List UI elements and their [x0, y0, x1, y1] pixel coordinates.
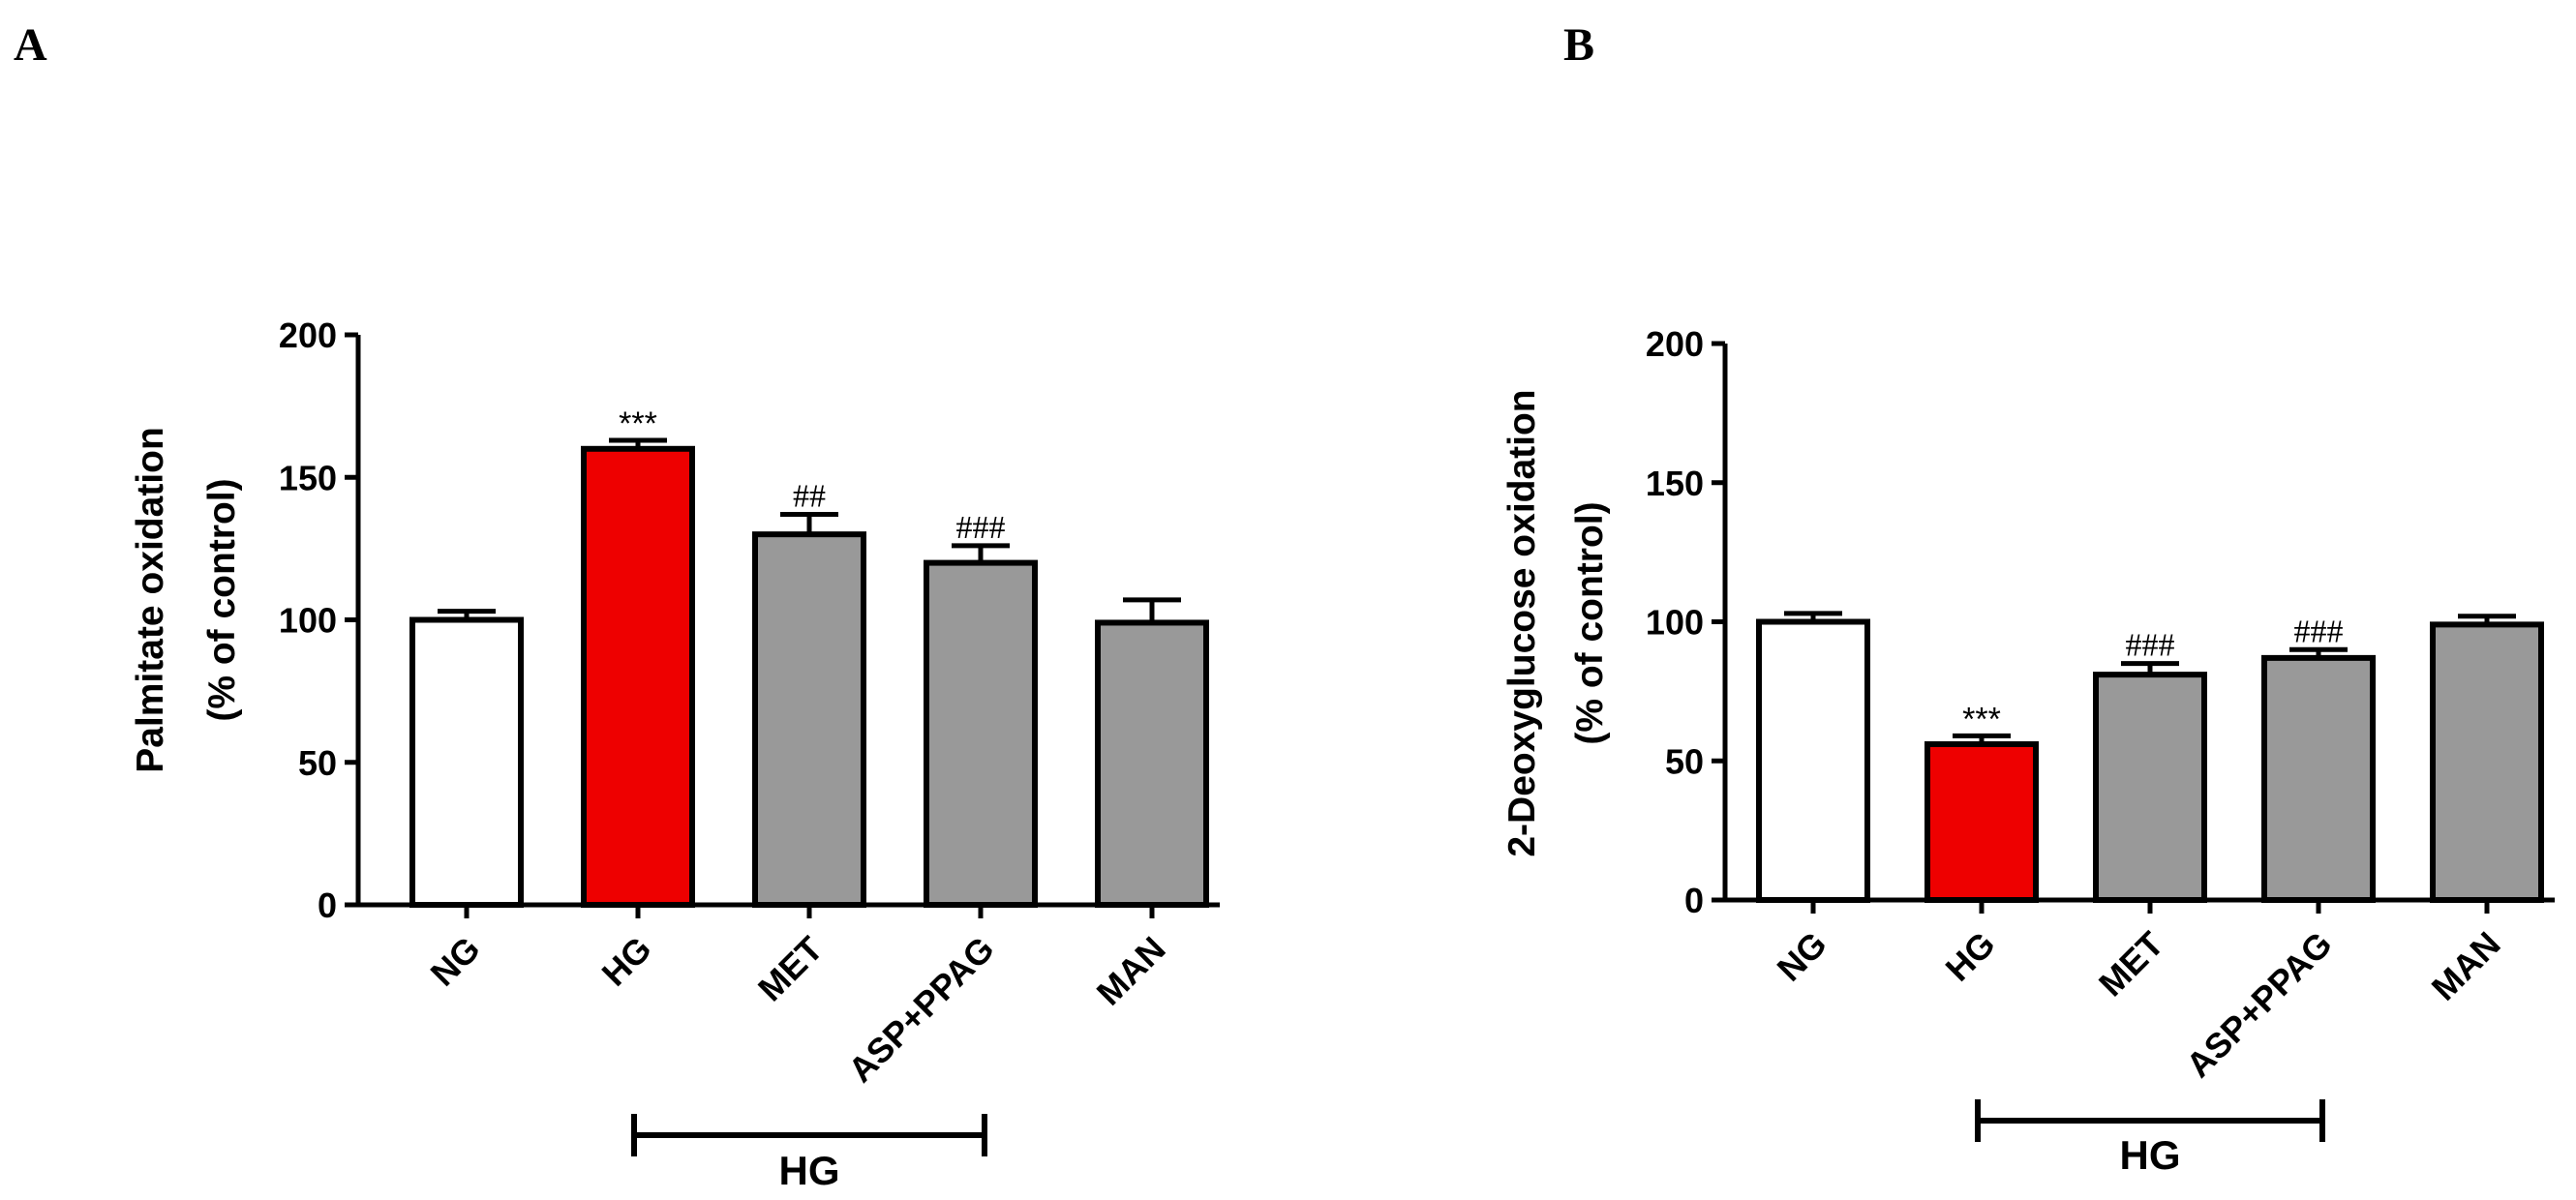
y-axis-title-units: (% of control) [201, 478, 243, 721]
y-tick-label: 150 [1646, 464, 1704, 503]
bar-met [752, 531, 866, 909]
bar-ng [1756, 618, 1870, 903]
bar-hg [1924, 741, 2039, 903]
significance-label-hg: *** [619, 405, 657, 442]
panel-letter: A [14, 19, 47, 71]
panel-letter: B [1563, 19, 1594, 71]
chart-panel-a: A 0 50 100 150 200 Palmitate oxidation (% of co… [14, 19, 1220, 1193]
x-category-label-asp-ppag: ASP+PPAG [840, 929, 1001, 1090]
y-tick-label: 100 [279, 601, 337, 641]
y-axis-title-units: (% of control) [1569, 501, 1611, 744]
x-category-label-asp-ppag: ASP+PPAG [2178, 924, 2339, 1085]
group-bracket-label: HG [2120, 1132, 2181, 1178]
y-tick-label: 100 [1646, 603, 1704, 643]
significance-label-asp-ppag: ### [2294, 614, 2344, 649]
x-category-label-ng: NG [422, 929, 487, 994]
y-tick-label: 50 [1665, 741, 1704, 781]
y-tick-label: 0 [318, 885, 337, 925]
x-category-label-met: MET [750, 929, 831, 1009]
bar-asp-ppag [924, 559, 1038, 908]
bar-met [2093, 672, 2207, 903]
x-category-label-hg: HG [593, 929, 658, 994]
y-tick-label: 200 [1646, 324, 1704, 364]
y-tick-label: 200 [279, 315, 337, 355]
y-tick-label: 150 [279, 458, 337, 497]
x-category-label-ng: NG [1769, 924, 1834, 989]
bar-asp-ppag [2261, 654, 2376, 903]
significance-label-met: ### [2126, 628, 2175, 664]
y-axis-title: Palmitate oxidation [130, 427, 171, 773]
bar-man [1095, 619, 1209, 908]
bar-man [2430, 621, 2544, 903]
y-axis-title: 2-Deoxyglucose oxidation [1501, 389, 1543, 856]
significance-label-asp-ppag: ### [956, 510, 1006, 546]
bar-hg [581, 445, 695, 908]
significance-label-hg: *** [1962, 701, 2001, 737]
x-category-label-man: MAN [2424, 924, 2508, 1008]
x-category-label-man: MAN [1089, 929, 1173, 1013]
y-tick-label: 0 [1684, 881, 1704, 920]
significance-label-met: ## [793, 479, 826, 515]
x-category-label-met: MET [2091, 924, 2171, 1005]
chart-panel-b: B 0 50 100 150 200 2-Deoxyglucose oxidation (% … [1501, 19, 2555, 1178]
group-bracket-label: HG [779, 1148, 840, 1193]
x-category-label-hg: HG [1937, 924, 2002, 989]
bar-ng [409, 616, 524, 908]
y-tick-label: 50 [298, 743, 337, 783]
